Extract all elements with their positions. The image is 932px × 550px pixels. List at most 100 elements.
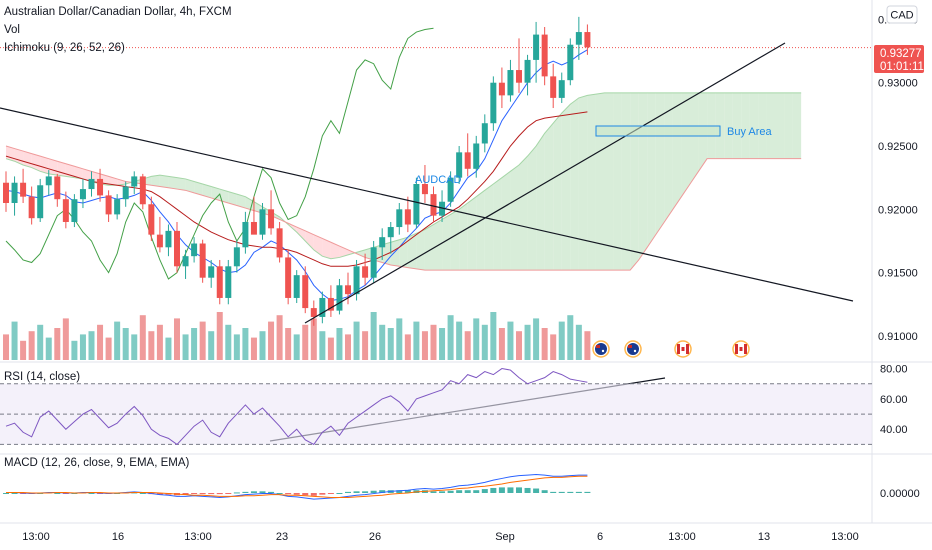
ca-flag-icon[interactable] xyxy=(732,340,750,358)
candlestick[interactable] xyxy=(88,171,95,197)
macd-histogram-bar xyxy=(541,490,548,493)
candlestick[interactable] xyxy=(208,259,215,288)
candlestick[interactable] xyxy=(558,72,565,103)
candlestick[interactable] xyxy=(225,259,232,305)
candlestick[interactable] xyxy=(396,202,403,235)
cloud-segment xyxy=(245,196,254,211)
candlestick[interactable] xyxy=(336,278,343,315)
rsi-legend[interactable]: RSI (14, close) xyxy=(4,371,80,383)
candlestick[interactable] xyxy=(97,168,104,202)
vol-legend[interactable]: Vol xyxy=(4,24,20,36)
candlestick[interactable] xyxy=(105,190,112,222)
volume-bar xyxy=(336,328,343,360)
candlestick[interactable] xyxy=(233,240,240,273)
candlestick[interactable] xyxy=(199,239,206,283)
candlestick[interactable] xyxy=(37,178,44,222)
candlestick[interactable] xyxy=(413,177,420,229)
cloud-segment xyxy=(185,178,195,193)
candlestick[interactable] xyxy=(481,114,488,153)
candlestick[interactable] xyxy=(122,181,129,207)
candlestick[interactable] xyxy=(62,191,69,229)
senkou-span-b-line xyxy=(5,145,802,271)
candlestick[interactable] xyxy=(268,190,275,235)
candlestick[interactable] xyxy=(71,194,78,228)
candlestick[interactable] xyxy=(567,38,574,86)
candlestick[interactable] xyxy=(310,300,317,326)
candlestick[interactable] xyxy=(148,196,155,241)
candlestick[interactable] xyxy=(165,224,172,257)
candlestick[interactable] xyxy=(131,171,138,195)
candlestick[interactable] xyxy=(79,178,86,209)
candlestick[interactable] xyxy=(276,221,283,263)
candlestick[interactable] xyxy=(404,196,411,233)
candlestick[interactable] xyxy=(430,186,437,222)
event-markers[interactable] xyxy=(592,340,750,358)
candlestick[interactable] xyxy=(353,259,360,301)
macd-histogram-bar xyxy=(293,493,300,495)
candlestick[interactable] xyxy=(302,266,309,314)
candlestick[interactable] xyxy=(464,133,471,177)
cloud-segment xyxy=(792,92,802,159)
candlestick[interactable] xyxy=(439,190,446,222)
candlestick[interactable] xyxy=(541,26,548,86)
macd-legend[interactable]: MACD (12, 26, close, 9, EMA, EMA) xyxy=(4,457,190,469)
candlestick[interactable] xyxy=(114,194,121,220)
candlestick[interactable] xyxy=(473,135,480,178)
candle-body xyxy=(293,275,300,298)
candlestick[interactable] xyxy=(139,173,146,210)
candlestick[interactable] xyxy=(370,240,377,283)
candlestick[interactable] xyxy=(421,165,428,203)
candlestick[interactable] xyxy=(20,168,27,203)
au-flag-icon[interactable] xyxy=(624,340,642,358)
candlestick[interactable] xyxy=(362,253,369,286)
candlestick[interactable] xyxy=(387,221,394,254)
candlestick[interactable] xyxy=(174,221,180,273)
candlestick[interactable] xyxy=(156,216,163,253)
candlestick[interactable] xyxy=(456,146,463,184)
cloud-segment xyxy=(6,146,15,162)
candlestick[interactable] xyxy=(490,76,497,131)
candlestick[interactable] xyxy=(533,21,540,83)
macd-histogram-bar xyxy=(11,493,18,494)
ichimoku-legend[interactable]: Ichimoku (9, 26, 52, 26) xyxy=(4,42,125,54)
buy-area[interactable]: Buy Area xyxy=(595,125,773,138)
candle-body xyxy=(370,247,377,278)
candlestick[interactable] xyxy=(319,291,326,324)
candlestick[interactable] xyxy=(250,196,257,235)
ca-flag-icon[interactable] xyxy=(674,340,692,358)
candlestick[interactable] xyxy=(259,202,266,240)
candlestick[interactable] xyxy=(3,171,9,212)
candlestick[interactable] xyxy=(242,211,249,254)
cloud-segment xyxy=(647,92,656,248)
candlestick[interactable] xyxy=(327,285,334,317)
candlestick[interactable] xyxy=(345,272,351,305)
candlesticks[interactable] xyxy=(3,16,591,326)
candlestick[interactable] xyxy=(584,24,591,55)
candlestick[interactable] xyxy=(28,186,35,225)
candlestick[interactable] xyxy=(498,67,505,109)
chart-title[interactable]: Australian Dollar/Canadian Dollar, 4h, F… xyxy=(4,6,232,18)
candlestick[interactable] xyxy=(45,170,52,196)
candlestick[interactable] xyxy=(507,59,514,102)
candlestick[interactable] xyxy=(54,173,61,207)
candlestick[interactable] xyxy=(285,249,292,305)
ascending-trendline[interactable] xyxy=(304,42,786,324)
currency-badge[interactable]: CAD xyxy=(886,5,918,24)
candlestick[interactable] xyxy=(293,270,300,304)
candlestick[interactable] xyxy=(550,63,557,109)
candlestick[interactable] xyxy=(379,228,386,260)
candlestick[interactable] xyxy=(447,171,454,207)
candlestick[interactable] xyxy=(11,176,18,216)
candlestick[interactable] xyxy=(575,16,582,60)
volume-bar xyxy=(208,331,215,360)
volume-bar xyxy=(20,340,27,360)
candle-body xyxy=(541,34,548,77)
candlestick[interactable] xyxy=(516,38,522,93)
candlestick[interactable] xyxy=(524,54,531,96)
candlestick[interactable] xyxy=(216,259,223,305)
au-flag-icon[interactable] xyxy=(592,340,610,358)
candlestick[interactable] xyxy=(182,249,189,279)
candlestick[interactable] xyxy=(191,237,198,263)
descending-trendline[interactable] xyxy=(0,107,854,302)
